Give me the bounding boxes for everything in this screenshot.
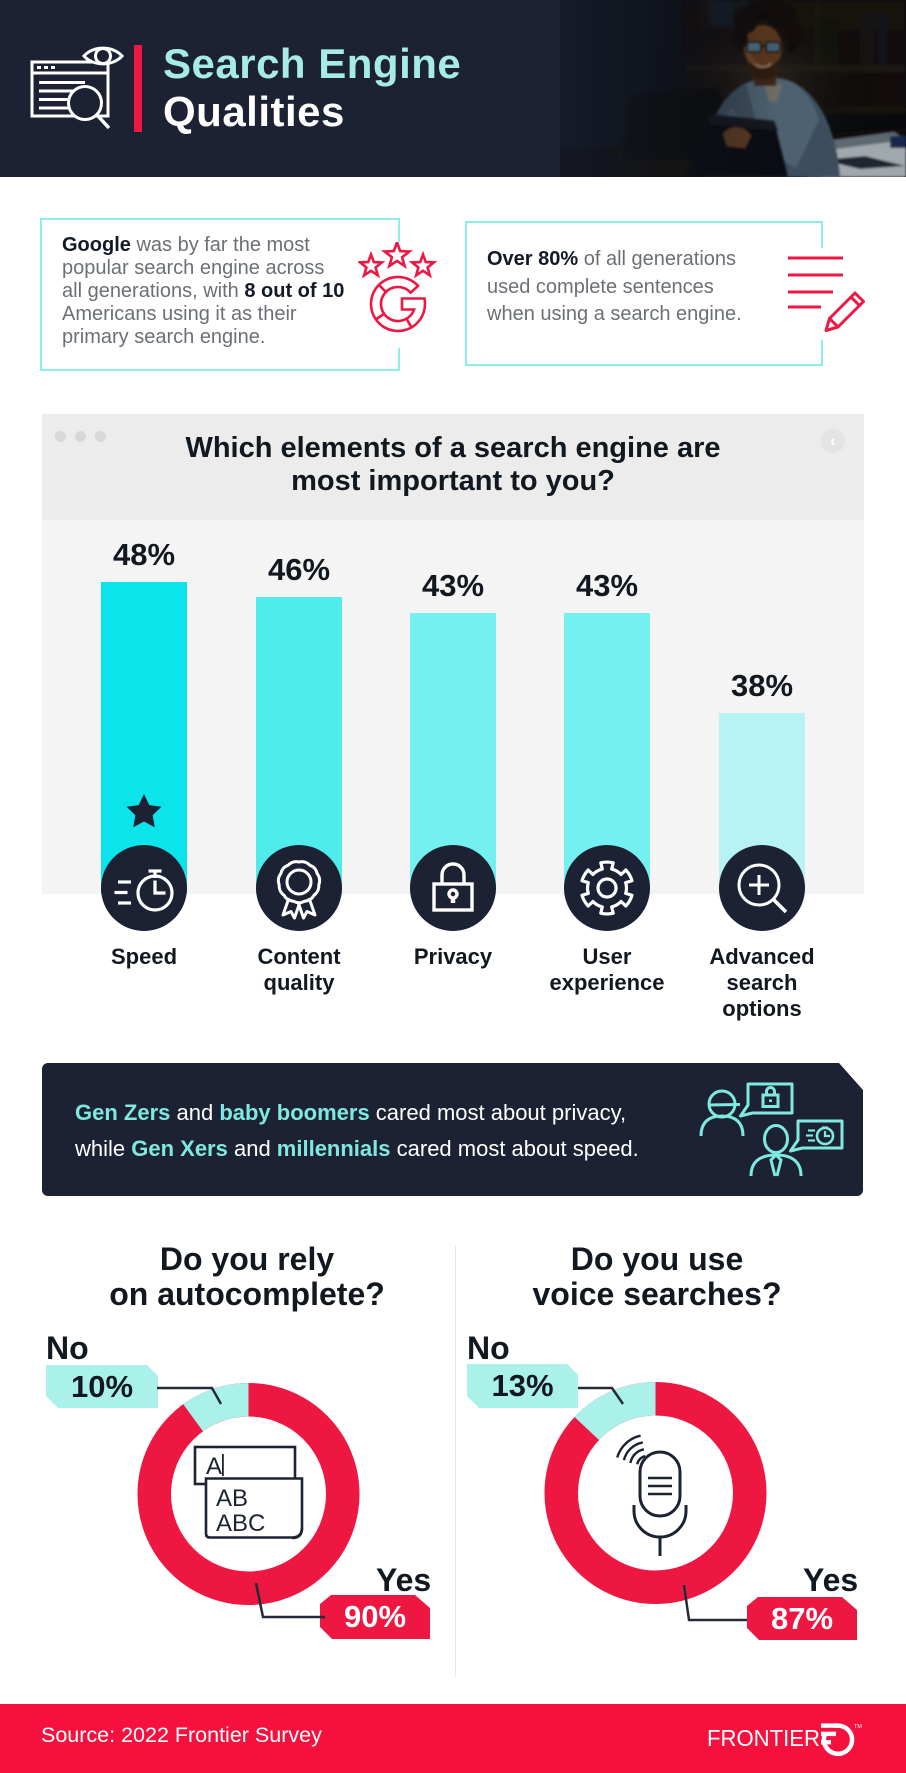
svg-text:TM: TM (854, 1724, 862, 1730)
svg-text:FRONTIER: FRONTIER (707, 1725, 820, 1751)
svg-text:ABC: ABC (216, 1510, 265, 1537)
svg-text:AB: AB (216, 1485, 248, 1512)
svg-text:A: A (206, 1453, 222, 1480)
